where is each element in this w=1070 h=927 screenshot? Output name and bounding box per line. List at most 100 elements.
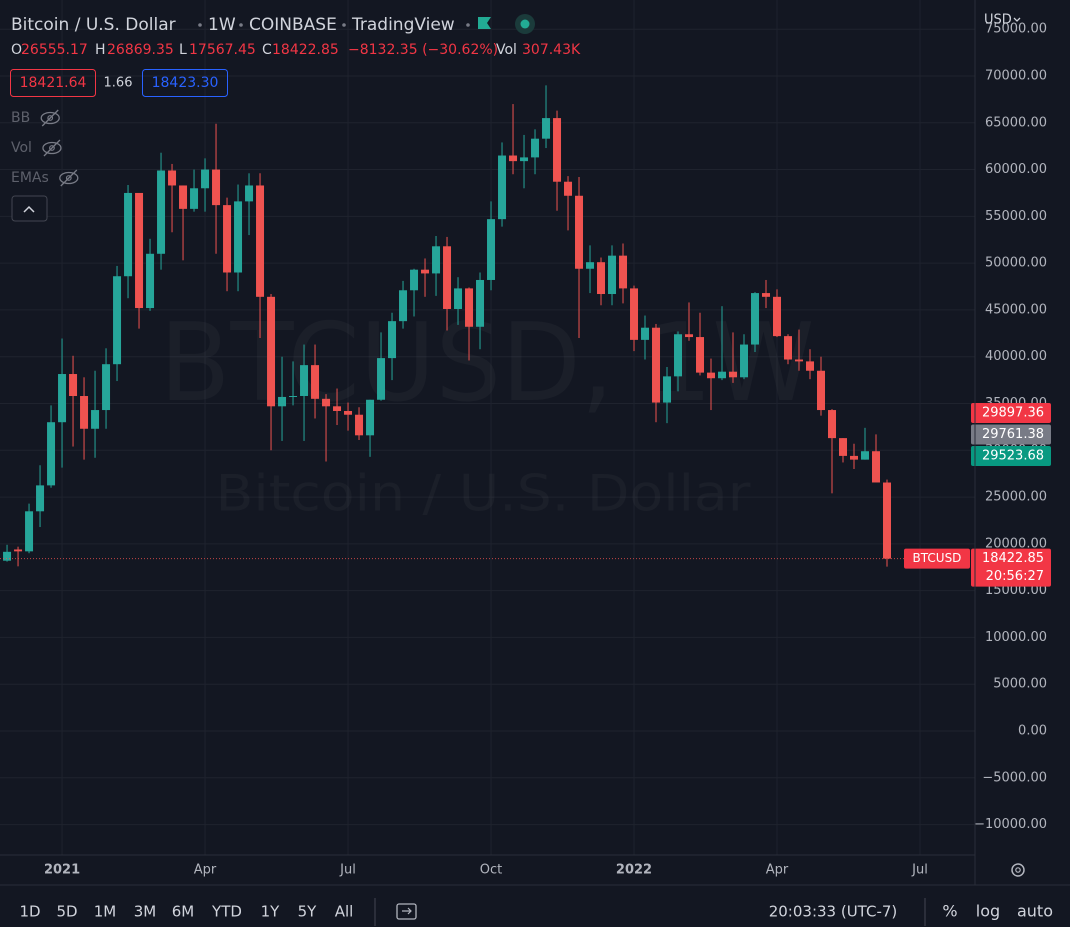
candle-body (619, 255, 628, 289)
eye-pupil[interactable] (65, 175, 72, 181)
gear-hub[interactable] (1015, 867, 1021, 873)
candle-body (883, 482, 892, 559)
x-tick-label: Jul (911, 863, 928, 878)
compare-icon[interactable] (396, 903, 417, 920)
eye-slash[interactable] (43, 139, 61, 157)
indicator-name[interactable]: BB (11, 110, 30, 126)
status-dot (520, 19, 530, 29)
collapse-caret[interactable] (23, 205, 35, 213)
candle-body (223, 205, 232, 273)
eye-icon[interactable] (42, 141, 62, 155)
indicator-price-label: 29761.38 (982, 427, 1044, 442)
candle-body (14, 549, 23, 552)
candle-body (36, 485, 45, 512)
range-button[interactable]: 1Y (261, 903, 281, 921)
candle-body (190, 188, 199, 209)
bid[interactable]: 18421.64 (20, 75, 87, 91)
candle-body (674, 334, 683, 377)
candle-body (454, 288, 463, 309)
eye-slash[interactable] (41, 109, 59, 127)
candle-body (410, 269, 419, 291)
candle-body (344, 410, 353, 415)
eye-icon[interactable] (40, 111, 60, 125)
eye-pupil[interactable] (47, 115, 54, 121)
candle-body (784, 336, 793, 360)
range-button[interactable]: YTD (211, 903, 242, 921)
scale-option[interactable]: log (976, 902, 1000, 921)
candle-body (652, 327, 661, 403)
y-tick-label: −10000.00 (974, 817, 1047, 832)
indicator-name[interactable]: EMAs (11, 170, 49, 186)
watermark-symbol: BTCUSD, 1W (160, 301, 815, 426)
candle-body (366, 399, 375, 436)
candle-body (718, 371, 727, 379)
candle-body (432, 246, 441, 274)
interval: 1W (208, 15, 236, 35)
range-button[interactable]: 5Y (298, 903, 318, 921)
candle-body (377, 358, 386, 400)
indicator-price-box (971, 403, 1051, 423)
candle-body (751, 293, 760, 345)
candle-body (476, 279, 485, 327)
x-tick-label: Jul (339, 863, 356, 878)
ohlc-label: O (11, 42, 22, 58)
indicator-price-label: 29897.36 (982, 406, 1044, 421)
y-tick-label: 70000.00 (985, 68, 1047, 83)
range-button[interactable]: 6M (172, 903, 195, 921)
compare-arrow[interactable] (402, 907, 412, 915)
candle-body (795, 359, 804, 362)
eye-pupil[interactable] (49, 145, 55, 151)
ohlc-value: 26555.17 (21, 42, 88, 58)
overlay: BTCUSD 18422.85 20:56:27 29897.36 29761.38 29… (0, 13, 1053, 921)
range-button[interactable]: 5D (56, 903, 77, 921)
y-tick-label: 25000.00 (985, 490, 1047, 505)
indicator-name[interactable]: Vol (11, 140, 32, 156)
gear-icon[interactable] (1011, 863, 1025, 877)
candle-body (531, 138, 540, 158)
candle-body (828, 410, 837, 439)
candle-body (487, 219, 496, 280)
clock: 20:03:33 (UTC-7) (769, 903, 898, 921)
y-tick-label: 55000.00 (985, 209, 1047, 224)
gear-ring[interactable] (1011, 863, 1025, 877)
candle-body (113, 276, 122, 365)
range-button[interactable]: 1M (94, 903, 117, 921)
currency[interactable]: USD (984, 13, 1012, 28)
y-tick-label: 75000.00 (985, 22, 1047, 37)
range-button[interactable]: All (335, 903, 354, 921)
indicator-price-box (971, 446, 1051, 466)
candle-body (839, 438, 848, 456)
candle-body (806, 361, 815, 371)
header-icons (198, 14, 1021, 34)
volume: 307.43K (522, 42, 581, 58)
candle-body (234, 201, 243, 273)
range-button[interactable]: 1D (19, 903, 40, 921)
scale-option[interactable]: auto (1017, 902, 1053, 921)
candle-body (256, 185, 265, 297)
bid-box[interactable] (10, 69, 96, 97)
collapse-button[interactable] (11, 195, 48, 222)
candle-body (553, 118, 562, 182)
candle-body (80, 396, 89, 429)
range-button[interactable]: 3M (134, 903, 157, 921)
scale-option[interactable]: % (942, 902, 957, 921)
candle-body (146, 253, 155, 309)
candle-body (762, 293, 771, 297)
y-tick-label: 20000.00 (985, 536, 1047, 551)
symbol-label-box (904, 548, 970, 569)
flag-icon[interactable] (478, 17, 491, 29)
eye-icon[interactable] (59, 171, 79, 185)
indicator-price-box (971, 424, 1051, 445)
symbol-label: BTCUSD (913, 551, 962, 565)
candle-body (597, 262, 606, 295)
candle-body (850, 455, 859, 460)
candle-body (586, 262, 595, 269)
ask-box[interactable] (142, 69, 228, 97)
watermark-name: Bitcoin / U.S. Dollar (216, 465, 751, 523)
eye-slash[interactable] (60, 169, 78, 187)
ask[interactable]: 18423.30 (152, 75, 219, 91)
symbol-title: Bitcoin / U.S. Dollar (11, 15, 176, 35)
y-tick-label: 50000.00 (985, 256, 1047, 271)
y-tick-label: 45000.00 (985, 302, 1047, 317)
